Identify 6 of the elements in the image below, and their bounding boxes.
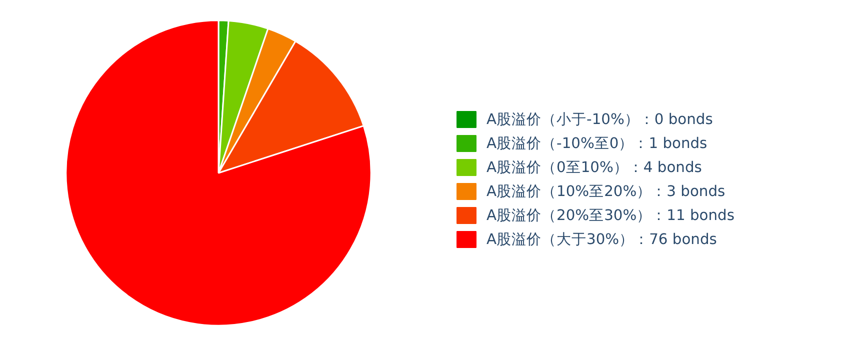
legend-label: A股溢价（0至10%）：4 bonds: [486, 159, 702, 176]
legend-label: A股溢价（10%至20%）：3 bonds: [486, 183, 726, 200]
legend-label: A股溢价（大于30%）：76 bonds: [486, 231, 717, 248]
legend-label: A股溢价（小于-10%）：0 bonds: [486, 111, 713, 128]
legend-label: A股溢价（20%至30%）：11 bonds: [486, 207, 734, 224]
legend-label: A股溢价（-10%至0）：1 bonds: [486, 135, 708, 152]
